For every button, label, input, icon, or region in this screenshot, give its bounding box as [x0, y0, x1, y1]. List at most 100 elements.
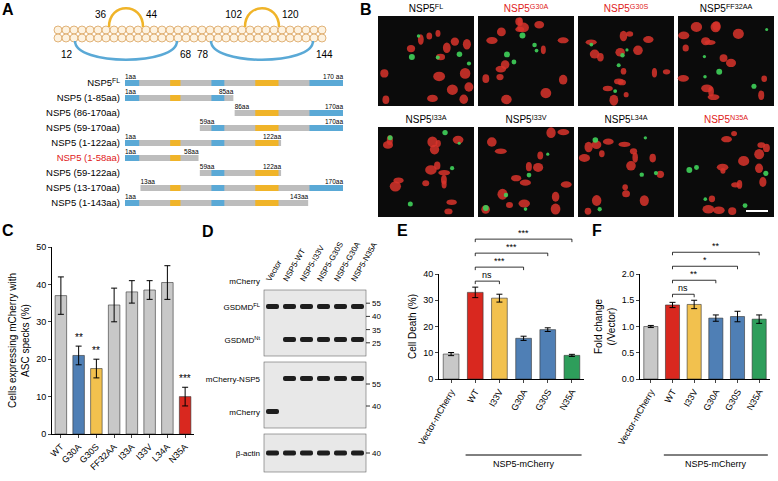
- svg-text:NSP5 (59-122aa): NSP5 (59-122aa): [46, 167, 120, 178]
- svg-text:NSP5I33V: NSP5I33V: [506, 113, 547, 126]
- svg-text:1aa: 1aa: [125, 148, 136, 155]
- svg-text:NSP5G30S: NSP5G30S: [604, 2, 649, 15]
- svg-text:40: 40: [423, 269, 433, 279]
- svg-text:NSP5-mCherry: NSP5-mCherry: [493, 459, 555, 469]
- svg-text:**: **: [75, 332, 83, 343]
- svg-text:68: 68: [180, 49, 192, 60]
- svg-text:L34A: L34A: [150, 442, 172, 464]
- svg-text:NSP5 (1-143aa): NSP5 (1-143aa): [51, 197, 120, 208]
- svg-text:86aa: 86aa: [235, 103, 250, 110]
- svg-text:20: 20: [36, 354, 46, 364]
- svg-text:B: B: [360, 1, 372, 18]
- svg-text:I33V: I33V: [134, 442, 154, 462]
- svg-text:N35A: N35A: [167, 442, 190, 465]
- svg-text:I33V: I33V: [682, 388, 700, 409]
- svg-text:NSP5N35A: NSP5N35A: [704, 113, 748, 126]
- svg-text:Vector: Vector: [264, 259, 283, 283]
- svg-text:mCherry: mCherry: [229, 277, 260, 286]
- svg-text:***: ***: [179, 373, 191, 384]
- svg-text:1aa: 1aa: [125, 88, 136, 95]
- svg-text:122aa: 122aa: [263, 133, 281, 140]
- svg-text:NSP5-N35A: NSP5-N35A: [349, 240, 379, 283]
- svg-text:55: 55: [372, 380, 381, 389]
- svg-text:40: 40: [372, 312, 381, 321]
- svg-text:1.5: 1.5: [622, 295, 635, 305]
- svg-text:59aa: 59aa: [200, 163, 215, 170]
- svg-text:N35A: N35A: [558, 388, 578, 412]
- svg-text:59aa: 59aa: [200, 118, 215, 125]
- svg-text:G30S: G30S: [723, 388, 743, 413]
- svg-text:170aa: 170aa: [325, 103, 343, 110]
- svg-text:G30A: G30A: [701, 388, 721, 413]
- svg-text:0.0: 0.0: [622, 374, 635, 384]
- svg-text:NSP5FF32AA: NSP5FF32AA: [700, 2, 753, 15]
- svg-text:ns: ns: [482, 270, 492, 280]
- svg-text:NSP5 (1-85aa): NSP5 (1-85aa): [57, 92, 120, 103]
- svg-text:**: **: [690, 269, 698, 279]
- svg-text:NSP5-mCherry: NSP5-mCherry: [685, 459, 747, 469]
- svg-text:NSP5 (59-170aa): NSP5 (59-170aa): [46, 122, 120, 133]
- svg-text:**: **: [92, 345, 100, 356]
- svg-text:NSP5 (86-170aa): NSP5 (86-170aa): [46, 107, 120, 118]
- svg-text:GSDMDNt: GSDMDNt: [224, 335, 260, 345]
- svg-text:10: 10: [36, 392, 46, 402]
- svg-text:NSP5L34A: NSP5L34A: [605, 113, 648, 126]
- svg-text:144: 144: [316, 49, 333, 60]
- svg-text:D: D: [202, 223, 214, 240]
- svg-text:WT: WT: [662, 387, 678, 405]
- svg-text:G30S: G30S: [78, 442, 101, 465]
- svg-text:FF32AA: FF32AA: [88, 442, 118, 472]
- svg-text:***: ***: [518, 228, 529, 238]
- svg-text:30: 30: [423, 295, 433, 305]
- svg-text:1.0: 1.0: [622, 322, 635, 332]
- svg-text:Vector-mCherry: Vector-mCherry: [616, 387, 656, 447]
- svg-text:G30A: G30A: [60, 442, 83, 465]
- svg-text:10: 10: [423, 348, 433, 358]
- svg-text:2.0: 2.0: [622, 269, 635, 279]
- svg-text:mCherry: mCherry: [229, 408, 260, 417]
- svg-text:58aa: 58aa: [184, 148, 199, 155]
- svg-text:13aa: 13aa: [140, 178, 155, 185]
- svg-text:NSP5 (1-122aa): NSP5 (1-122aa): [51, 137, 120, 148]
- svg-text:NSP5G30A: NSP5G30A: [504, 2, 549, 15]
- svg-text:50: 50: [36, 242, 46, 252]
- svg-text:NSP5FL: NSP5FL: [409, 2, 444, 15]
- svg-text:55: 55: [372, 299, 381, 308]
- svg-text:122aa: 122aa: [263, 163, 281, 170]
- svg-text:0: 0: [41, 429, 46, 439]
- svg-text:NSP5FL: NSP5FL: [87, 77, 120, 88]
- svg-text:NSP5 (13-170aa): NSP5 (13-170aa): [46, 182, 120, 193]
- svg-text:G30A: G30A: [509, 388, 529, 413]
- svg-text:A: A: [2, 1, 14, 18]
- svg-text:WT: WT: [49, 441, 66, 458]
- svg-text:1aa: 1aa: [125, 133, 136, 140]
- svg-text:36: 36: [95, 9, 107, 20]
- svg-text:**: **: [712, 241, 720, 251]
- svg-text:0: 0: [428, 374, 433, 384]
- svg-text:Cells expressing mCherry withA: Cells expressing mCherry withASC specks …: [7, 273, 31, 408]
- svg-text:WT: WT: [465, 387, 481, 405]
- svg-text:20: 20: [423, 322, 433, 332]
- svg-text:***: ***: [494, 256, 505, 266]
- svg-text:ns: ns: [678, 283, 688, 293]
- svg-text:***: ***: [506, 242, 517, 252]
- svg-text:85aa: 85aa: [219, 88, 234, 95]
- svg-text:0.5: 0.5: [622, 348, 635, 358]
- svg-text:102: 102: [225, 9, 242, 20]
- svg-text:NSP5I33A: NSP5I33A: [406, 113, 447, 126]
- svg-text:GSDMDFL: GSDMDFL: [224, 302, 261, 312]
- svg-text:40: 40: [372, 402, 381, 411]
- svg-text:G30S: G30S: [533, 388, 553, 413]
- svg-text:Vector-mCherry: Vector-mCherry: [417, 387, 457, 447]
- svg-text:170aa: 170aa: [325, 178, 343, 185]
- svg-text:120: 120: [282, 9, 299, 20]
- svg-text:1aa: 1aa: [125, 193, 136, 200]
- svg-text:mCherry-NSP5: mCherry-NSP5: [206, 375, 261, 384]
- svg-text:1aa: 1aa: [125, 73, 136, 80]
- svg-text:Fold change(/Vector): Fold change(/Vector): [593, 299, 617, 354]
- svg-text:40: 40: [372, 449, 381, 458]
- svg-text:44: 44: [146, 9, 158, 20]
- svg-text:30: 30: [36, 317, 46, 327]
- svg-text:12: 12: [61, 49, 73, 60]
- svg-text:β-actin: β-actin: [236, 449, 260, 458]
